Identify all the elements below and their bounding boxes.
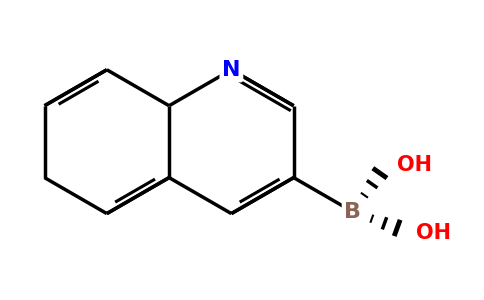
Text: B: B <box>344 202 362 222</box>
Text: N: N <box>222 60 241 80</box>
Text: OH: OH <box>397 155 432 175</box>
Text: OH: OH <box>416 223 452 243</box>
